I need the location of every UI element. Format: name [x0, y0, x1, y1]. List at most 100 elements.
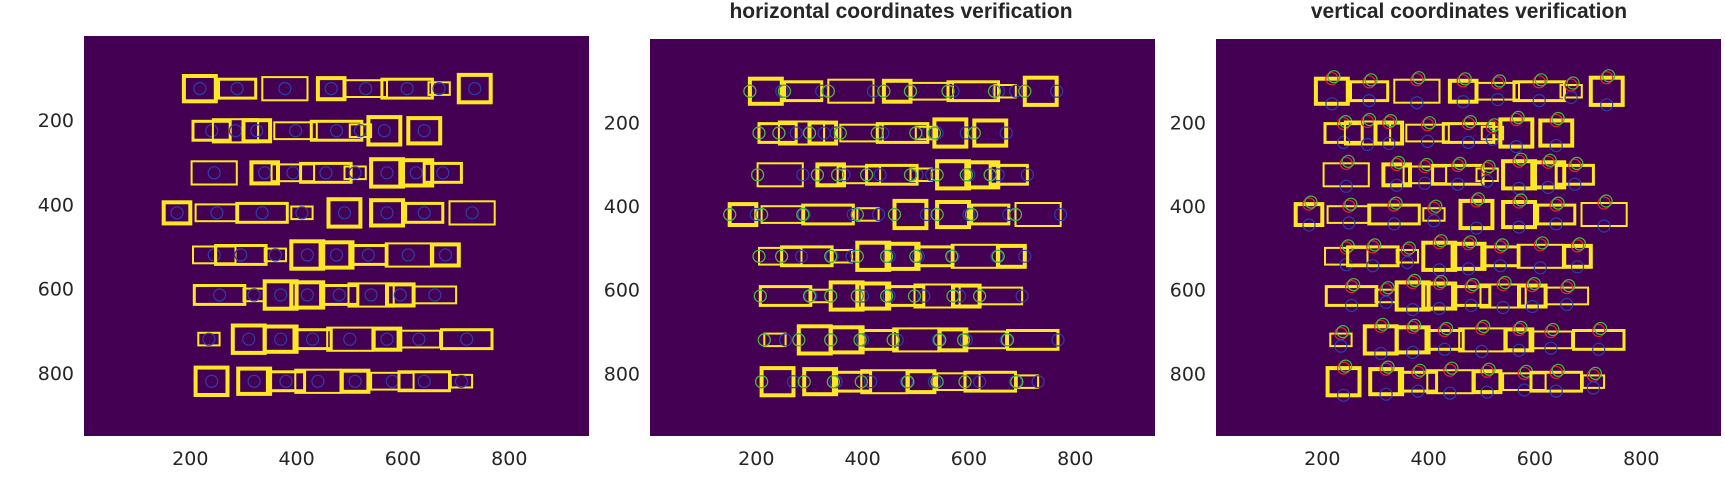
bounding-box [1367, 203, 1421, 226]
top-verify-marker [1477, 319, 1491, 333]
top-verify-marker [1527, 277, 1541, 291]
top-verify-marker [1535, 236, 1549, 250]
top-edge-marker [1480, 161, 1494, 176]
bounding-box [963, 370, 1017, 393]
top-verify-marker [1493, 74, 1507, 88]
top-verify-marker [1429, 199, 1443, 213]
top-edge-marker [1560, 281, 1574, 295]
bounding-box [1450, 241, 1487, 271]
bottom-edge-marker [1427, 214, 1441, 228]
top-verify-marker [1336, 325, 1350, 339]
bounding-box [935, 200, 971, 230]
y-tick-label: 600 [1170, 280, 1206, 302]
top-verify-marker [1392, 155, 1406, 169]
right-edge-marker [917, 289, 931, 303]
bounding-box [946, 80, 1000, 103]
top-verify-marker [1495, 238, 1510, 252]
center-marker [343, 332, 357, 346]
bounding-box [371, 326, 403, 352]
left-verify-marker [854, 375, 868, 389]
center-marker [230, 81, 244, 96]
right-edge-marker [1053, 207, 1068, 222]
bounding-box [1373, 120, 1405, 146]
y-tick-label: 800 [604, 363, 640, 385]
bounding-box [273, 121, 318, 141]
top-verify-marker [1458, 72, 1472, 86]
center-marker [207, 166, 221, 180]
top-verify-marker [1466, 278, 1480, 292]
x-tick-label: 800 [1057, 448, 1093, 470]
center-marker [460, 332, 474, 346]
left-verify-marker [777, 84, 792, 98]
bounding-box [1394, 325, 1431, 355]
bounding-box [970, 203, 1011, 226]
left-verify-marker [941, 84, 955, 98]
bounding-box [988, 163, 1029, 186]
y-tick-label: 600 [604, 280, 640, 302]
top-edge-marker [1464, 280, 1478, 294]
bounding-box [1393, 78, 1441, 104]
bottom-edge-marker [1549, 384, 1563, 398]
center-marker [250, 124, 264, 138]
bounding-box [1293, 202, 1325, 228]
top-verify-marker [1364, 73, 1378, 87]
top-verify-marker [1594, 321, 1608, 336]
bounding-box [831, 370, 873, 393]
top-edge-marker [1325, 72, 1339, 86]
left-verify-marker [752, 126, 766, 140]
bottom-edge-marker [1390, 178, 1404, 192]
bounding-box [937, 327, 969, 353]
center-marker [300, 288, 314, 302]
top-verify-marker [1413, 363, 1427, 377]
left-verify-marker [850, 249, 864, 263]
top-verify-marker [1412, 71, 1426, 85]
bounding-box [1322, 162, 1370, 188]
bottom-edge-marker [1512, 343, 1526, 357]
bottom-edge-marker [1406, 303, 1420, 317]
top-edge-marker [1469, 194, 1484, 208]
right-edge-marker [1015, 289, 1029, 303]
bounding-box [412, 285, 458, 305]
bounding-box [211, 118, 260, 144]
y-tick-label: 600 [38, 279, 74, 301]
bounding-box [181, 74, 218, 104]
top-verify-marker [1362, 112, 1377, 127]
top-verify-marker [1402, 241, 1417, 255]
center-marker [337, 206, 352, 220]
left-verify-marker [752, 249, 766, 263]
bottom-edge-marker [1451, 177, 1465, 191]
top-edge-marker [1387, 198, 1401, 212]
bounding-box [836, 165, 882, 185]
bounding-box [1480, 245, 1521, 268]
bounding-box [756, 162, 804, 188]
bounding-box [1431, 163, 1485, 186]
top-edge-marker [1568, 158, 1582, 172]
bounding-box [318, 240, 355, 270]
bounding-box [262, 324, 299, 354]
bounding-box [855, 240, 892, 272]
left-verify-marker [903, 84, 918, 98]
bottom-edge-marker [1418, 176, 1432, 190]
center-marker [274, 288, 288, 302]
bottom-edge-marker [1560, 297, 1574, 311]
bottom-edge-marker [1406, 345, 1420, 359]
bounding-box [1405, 123, 1450, 143]
bounding-box [456, 72, 493, 105]
y-ticks: 200 400 600 800 [1170, 113, 1206, 386]
center-marker [417, 124, 431, 138]
bottom-edge-marker [1461, 135, 1476, 149]
bottom-edge-marker [1532, 93, 1546, 108]
bounding-box [727, 202, 759, 228]
bounding-box [1512, 80, 1566, 103]
top-edge-marker [1592, 323, 1606, 338]
bottom-edge-marker [1549, 139, 1563, 153]
top-edge-marker [1549, 198, 1563, 212]
bottom-edge-marker [1475, 344, 1489, 358]
center-marker [193, 81, 207, 96]
bounding-box [289, 280, 326, 310]
bounding-box [1536, 203, 1577, 226]
bounding-box [270, 163, 316, 183]
bottom-edge-marker [1480, 174, 1494, 188]
top-verify-marker [1408, 318, 1422, 332]
center-marker [242, 332, 256, 346]
